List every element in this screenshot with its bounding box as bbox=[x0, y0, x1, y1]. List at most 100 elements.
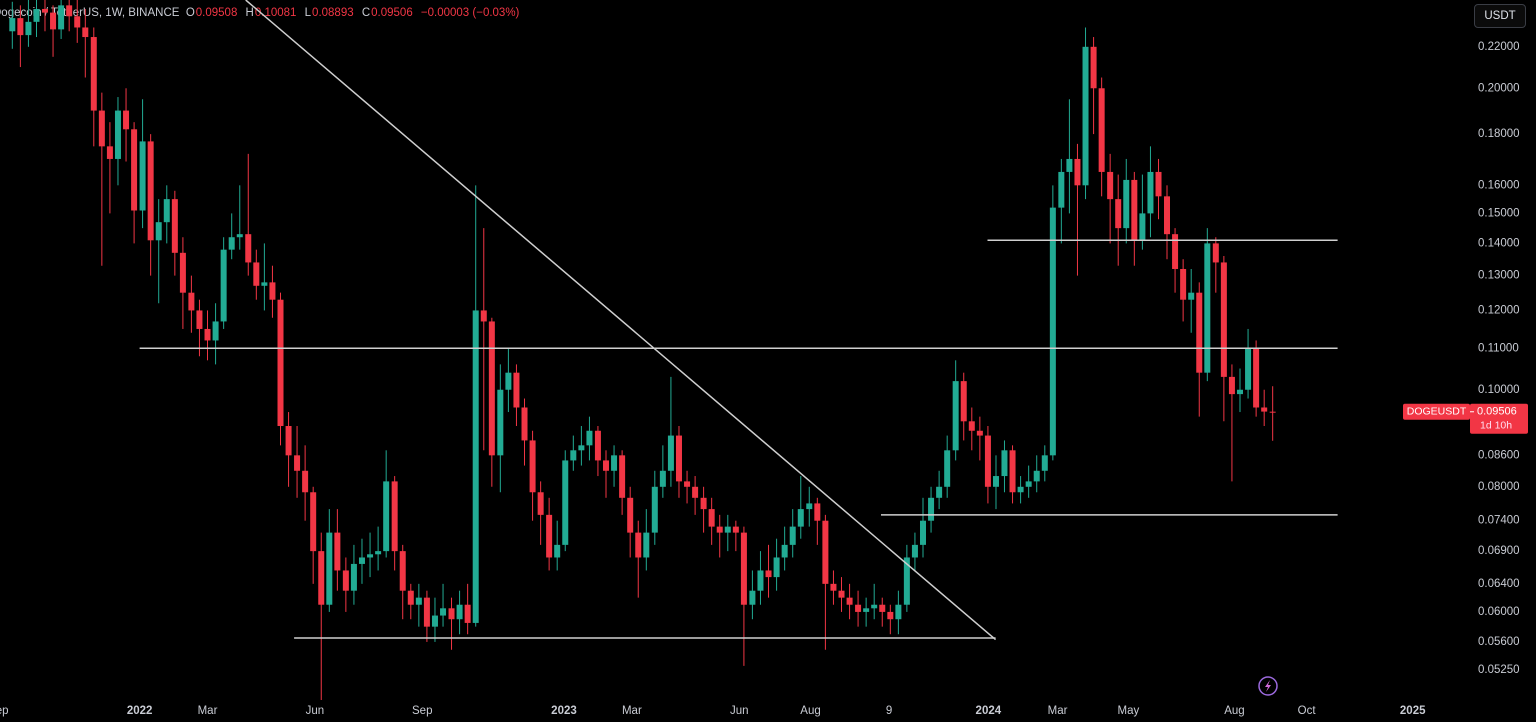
candle-body bbox=[1139, 213, 1146, 241]
candle-body bbox=[41, 8, 48, 13]
candle-body bbox=[1188, 292, 1195, 300]
y-tick-label: 0.13000 bbox=[1478, 270, 1520, 282]
candle-body bbox=[155, 222, 162, 241]
ohlc-value: 0.09508 bbox=[195, 7, 238, 19]
candle-body bbox=[602, 460, 609, 471]
candle-body bbox=[1212, 243, 1219, 263]
x-tick-label: Sep bbox=[412, 705, 432, 717]
candle-body bbox=[407, 590, 414, 605]
candle-body bbox=[25, 21, 32, 36]
candle-body bbox=[391, 481, 398, 552]
candle-body bbox=[1220, 262, 1227, 377]
candle-body bbox=[294, 455, 301, 471]
candle-body bbox=[871, 604, 878, 609]
candle-body bbox=[529, 440, 536, 493]
candle-body bbox=[757, 570, 764, 591]
candle-body bbox=[570, 450, 577, 461]
candle-body bbox=[992, 476, 999, 487]
candle-body bbox=[179, 252, 186, 293]
candle-body bbox=[220, 249, 227, 322]
candle-body bbox=[261, 282, 268, 286]
candle-body bbox=[822, 520, 829, 584]
x-tick-label: Mar bbox=[622, 705, 642, 717]
candle-body bbox=[66, 5, 73, 17]
candle-body bbox=[1049, 207, 1056, 456]
candle-body bbox=[765, 570, 772, 578]
candle-body bbox=[342, 570, 349, 591]
y-tick-label: 0.06400 bbox=[1478, 578, 1520, 590]
candle-body bbox=[659, 470, 666, 487]
candle-body bbox=[480, 310, 487, 322]
candle-body bbox=[367, 554, 374, 558]
candle-body bbox=[188, 292, 195, 311]
ohlc-label: C bbox=[361, 7, 371, 19]
candle-body bbox=[228, 237, 235, 250]
candle-body bbox=[887, 611, 894, 620]
symbol-tag: DOGEUSDT bbox=[1407, 406, 1467, 418]
candle-body bbox=[1245, 348, 1252, 390]
x-tick-label: Aug bbox=[800, 705, 820, 717]
candle-body bbox=[456, 604, 463, 620]
candle-body bbox=[383, 481, 390, 552]
candle-body bbox=[1228, 376, 1235, 395]
candle-body bbox=[106, 146, 113, 159]
candle-body bbox=[675, 435, 682, 482]
candle-body bbox=[537, 492, 544, 515]
candle-body bbox=[399, 551, 406, 591]
candle-body bbox=[350, 563, 357, 591]
candle-body bbox=[716, 526, 723, 533]
candle-body bbox=[667, 435, 674, 471]
x-tick-label: Oct bbox=[1298, 705, 1317, 717]
candle-body bbox=[1058, 171, 1065, 208]
candle-body bbox=[74, 16, 81, 28]
candle-body bbox=[245, 234, 252, 263]
candle-body bbox=[627, 497, 634, 533]
candle-body bbox=[98, 110, 105, 147]
candle-body bbox=[976, 430, 983, 436]
candle-body bbox=[1204, 243, 1211, 373]
x-tick-label: 2025 bbox=[1400, 705, 1426, 717]
x-tick-label: Mar bbox=[198, 705, 218, 717]
candle-body bbox=[903, 557, 910, 605]
candle-body bbox=[879, 604, 886, 612]
y-tick-label: 0.16000 bbox=[1478, 179, 1520, 191]
y-tick-label: 0.12000 bbox=[1478, 304, 1520, 316]
candle-body bbox=[505, 372, 512, 390]
ohlc-value: 0.08893 bbox=[312, 7, 354, 19]
candle-body bbox=[131, 129, 138, 211]
candle-body bbox=[212, 321, 219, 341]
candle-body bbox=[651, 486, 658, 533]
candle-body bbox=[163, 199, 170, 223]
candle-body bbox=[415, 597, 422, 605]
candle-body bbox=[277, 299, 284, 427]
candle-body bbox=[464, 604, 471, 623]
y-tick-label: 0.05600 bbox=[1478, 636, 1520, 648]
replay-icon[interactable] bbox=[1258, 676, 1278, 696]
candle-body bbox=[488, 321, 495, 456]
candle-body bbox=[635, 532, 642, 558]
candle-body bbox=[611, 455, 618, 471]
candle-body bbox=[789, 526, 796, 545]
candle-body bbox=[269, 282, 276, 300]
candle-body bbox=[318, 551, 325, 605]
candle-body bbox=[692, 486, 699, 498]
currency-button[interactable]: USDT bbox=[1474, 4, 1526, 28]
candle-body bbox=[546, 514, 553, 558]
candle-body bbox=[1098, 88, 1105, 172]
candle-body bbox=[773, 557, 780, 578]
candle-body bbox=[586, 430, 593, 446]
candle-body bbox=[334, 532, 341, 571]
y-tick-label: 0.08000 bbox=[1478, 481, 1520, 493]
candle-body bbox=[310, 492, 317, 552]
candle-body bbox=[1009, 450, 1016, 493]
candle-body bbox=[1164, 196, 1171, 235]
candle-body bbox=[830, 583, 837, 591]
candle-body bbox=[114, 110, 121, 159]
candle-body bbox=[806, 503, 813, 510]
candle-body bbox=[1066, 158, 1073, 172]
candle-body bbox=[919, 520, 926, 545]
ohlc-value: 0.09506 bbox=[371, 7, 413, 19]
candle-body bbox=[578, 445, 585, 451]
y-tick-label: 0.10000 bbox=[1478, 384, 1520, 396]
y-tick-label: 0.18000 bbox=[1478, 128, 1520, 140]
